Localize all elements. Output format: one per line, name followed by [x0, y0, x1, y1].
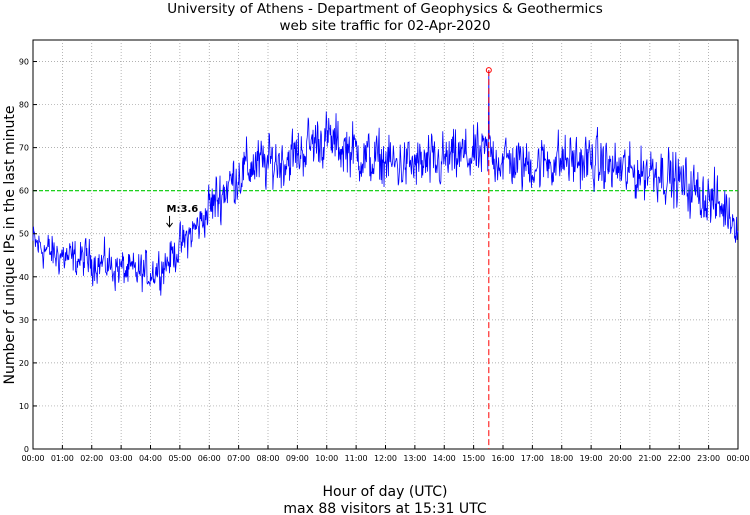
y-tick-label: 30 [19, 316, 29, 325]
chart-title: University of Athens - Department of Geo… [167, 1, 603, 17]
x-tick-label: 04:00 [139, 454, 162, 463]
x-tick-label: 06:00 [198, 454, 221, 463]
x-tick-label: 01:00 [51, 454, 74, 463]
y-tick-label: 80 [19, 101, 29, 110]
max-marker [485, 67, 492, 74]
x-tick-label: 16:00 [491, 454, 514, 463]
y-axis-label: Number of unique IPs in the last minute [2, 106, 18, 385]
x-tick-label: 18:00 [550, 454, 573, 463]
x-tick-label: 08:00 [256, 454, 279, 463]
x-tick-label: 19:00 [580, 454, 603, 463]
x-tick-label: 21:00 [638, 454, 661, 463]
x-tick-label: 13:00 [403, 454, 426, 463]
x-tick-label: 03:00 [110, 454, 133, 463]
x-tick-label: 15:00 [462, 454, 485, 463]
chart-subtitle: web site traffic for 02-Apr-2020 [279, 18, 490, 34]
x-tick-label: 17:00 [521, 454, 544, 463]
series-line [32, 70, 739, 296]
x-axis-sublabel: max 88 visitors at 15:31 UTC [283, 501, 486, 515]
x-tick-label: 14:00 [433, 454, 456, 463]
x-axis-ticks: 00:00 01:00 02:00 03:00 04:00 05:00 06:00 07:00… [21, 445, 750, 463]
x-axis-label: Hour of day (UTC) [323, 484, 448, 500]
annotation-label: M:3.6 [167, 204, 199, 215]
x-tick-label: 22:00 [668, 454, 691, 463]
x-tick-label: 05:00 [168, 454, 191, 463]
series-group [32, 70, 739, 296]
y-tick-label: 20 [19, 359, 29, 368]
y-tick-label: 90 [19, 58, 29, 67]
x-tick-label: 23:00 [697, 454, 720, 463]
x-tick-label: 12:00 [374, 454, 397, 463]
y-axis-ticks: 0 10 20 30 40 50 60 70 80 90 [19, 58, 37, 454]
x-tick-label: 20:00 [609, 454, 632, 463]
annotation-arrow-icon [166, 215, 173, 228]
x-tick-label: 10:00 [315, 454, 338, 463]
y-tick-label: 40 [19, 273, 29, 282]
y-tick-label: 50 [19, 230, 29, 239]
x-tick-label: 09:00 [286, 454, 309, 463]
x-tick-label: 02:00 [80, 454, 103, 463]
annotation-group: M:3.6 [166, 204, 199, 228]
x-tick-label: 00:00 [21, 454, 44, 463]
max-marker-group [485, 67, 492, 449]
plot-area: M:3.6 [32, 39, 739, 450]
y-tick-label: 10 [19, 402, 29, 411]
x-tick-label: 07:00 [227, 454, 250, 463]
y-tick-label: 60 [19, 187, 29, 196]
x-tick-label: 00:00 [726, 454, 749, 463]
y-tick-label: 0 [24, 445, 29, 454]
x-tick-label: 11:00 [345, 454, 368, 463]
y-tick-label: 70 [19, 144, 29, 153]
